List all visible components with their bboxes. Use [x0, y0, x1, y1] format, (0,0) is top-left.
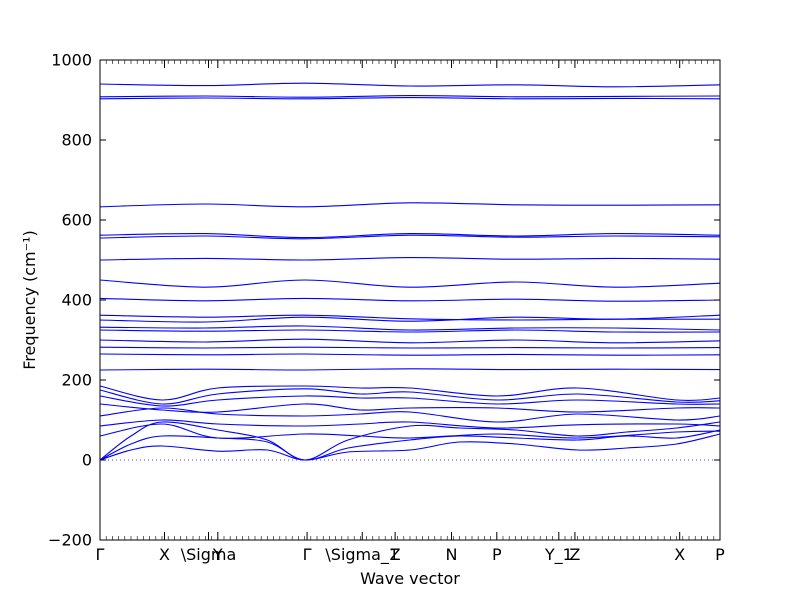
band-line-11 [99, 314, 721, 323]
band-line-3 [99, 97, 721, 100]
band-line-6 [99, 234, 721, 240]
x-tick-label: Z [390, 545, 401, 564]
band-line-17 [99, 368, 721, 371]
band-lines [99, 82, 721, 461]
band-line-18 [99, 385, 721, 401]
band-line-25 [99, 421, 721, 461]
y-tick-label: 800 [61, 131, 92, 150]
y-axis-title: Frequency (cm⁻¹) [20, 230, 39, 369]
y-tick-label: 1000 [51, 51, 92, 70]
band-line-12 [99, 325, 721, 331]
y-tick-label: 600 [61, 211, 92, 230]
axis-ticks [99, 59, 721, 541]
x-tick-label: \Sigma_1 [325, 545, 399, 565]
band-line-16 [99, 353, 721, 356]
x-tick-label: \Sigma [181, 545, 237, 564]
x-tick-label: Z [569, 545, 580, 564]
x-tick-label: X [159, 545, 170, 564]
x-tick-label: P [492, 545, 502, 564]
band-line-19 [99, 388, 721, 405]
band-line-2 [99, 95, 721, 98]
y-tick-label: −200 [48, 531, 92, 550]
x-axis-title: Wave vector [360, 569, 460, 588]
band-line-7 [99, 257, 721, 261]
x-tick-label: N [446, 545, 458, 564]
band-line-9 [99, 297, 721, 302]
x-tick-label: Γ [303, 545, 312, 564]
band-line-5 [99, 232, 721, 239]
band-line-1 [99, 82, 721, 88]
band-line-14 [99, 338, 721, 344]
y-tick-label: 200 [61, 371, 92, 390]
y-tick-labels: −200 0 200 400 600 800 1000 [48, 51, 92, 550]
x-tick-label: P [715, 545, 725, 564]
band-line-21 [99, 403, 721, 413]
band-line-26 [99, 429, 721, 461]
x-tick-label: Y_1 [544, 545, 573, 565]
band-line-23 [99, 419, 721, 429]
band-line-27 [99, 433, 721, 461]
plot-frame [99, 59, 721, 541]
band-line-15 [99, 346, 721, 349]
y-tick-label: 400 [61, 291, 92, 310]
band-line-22 [99, 407, 721, 423]
band-line-13 [99, 329, 721, 333]
band-line-4 [99, 202, 721, 208]
band-line-8 [99, 279, 721, 288]
x-tick-label: Y [212, 545, 223, 564]
y-tick-label: 0 [82, 451, 92, 470]
x-tick-label: Γ [96, 545, 105, 564]
x-tick-label: X [674, 545, 685, 564]
band-line-20 [99, 395, 721, 407]
